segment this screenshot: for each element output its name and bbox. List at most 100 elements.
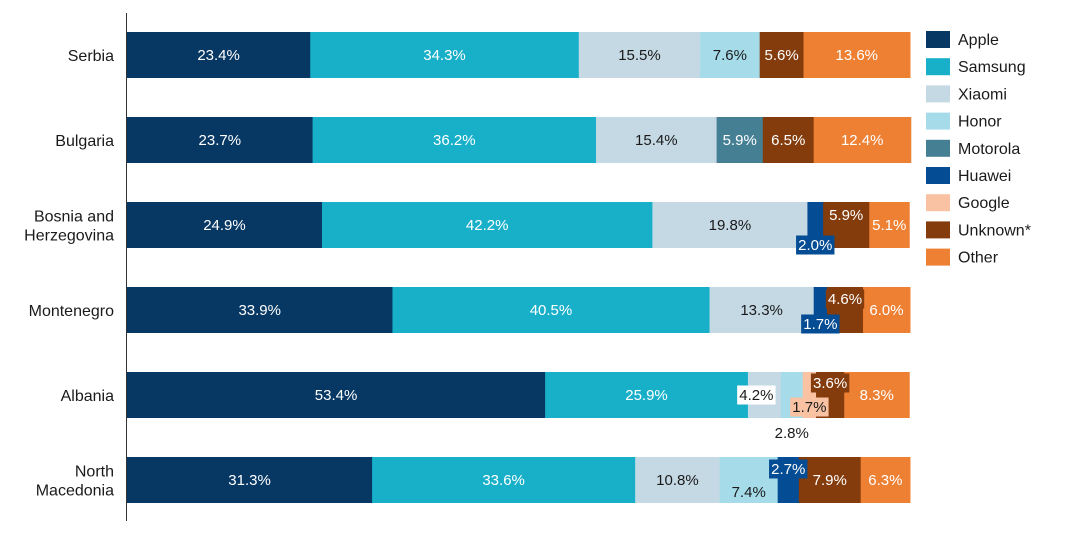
category-label-bulgaria: Bulgaria [55,133,114,150]
bar-albania-samsung [545,372,749,418]
data-label-serbia-other: 13.6% [835,47,878,64]
bar-serbia-apple [127,32,311,78]
data-label-montenegro-other: 6.0% [869,302,903,319]
legend: Apple Samsung Xiaomi Honor Motorola Huawei Goo… [926,31,1031,267]
legend-label-unknown: Unknown* [958,222,1031,239]
data-label-albania-honor: 2.8% [775,425,809,442]
data-label-bulgaria-other: 12.4% [841,132,884,149]
bar-bosnia-and-herzegovina-apple [127,202,323,248]
bar-bosnia-and-herzegovina-samsung [321,202,653,248]
data-label-bosnia-and-herzegovina-huawei: 2.0% [798,237,832,254]
data-label-montenegro-apple: 33.9% [238,302,281,319]
legend-label-samsung: Samsung [958,59,1026,76]
data-label-box-albania-google [790,397,829,417]
data-label-albania-other: 8.3% [860,387,894,404]
legend-swatch-samsung [926,58,950,76]
bar-montenegro-other [863,287,911,333]
bar-albania-apple [127,372,546,418]
data-label-serbia-xiaomi: 15.5% [618,47,661,64]
data-label-albania-xiaomi: 4.2% [739,387,773,404]
bars-layer [127,32,912,503]
data-label-bulgaria-unknown: 6.5% [771,132,805,149]
category-label-albania: Albania [61,388,114,405]
legend-swatch-xiaomi [926,85,950,103]
data-label-bosnia-and-herzegovina-xiaomi: 19.8% [709,217,752,234]
data-label-serbia-apple: 23.4% [197,47,240,64]
legend-swatch-huawei [926,167,950,184]
bar-montenegro-samsung [392,287,711,333]
bar-bulgaria-xiaomi [596,117,718,163]
data-label-bulgaria-motorola: 5.9% [723,132,757,149]
bar-bosnia-and-herzegovina-xiaomi [652,202,808,248]
data-label-bosnia-and-herzegovina-other: 5.1% [872,217,906,234]
data-label-box-north-macedonia-huawei [769,459,808,479]
data-label-montenegro-unknown: 4.6% [828,291,862,308]
data-label-serbia-honor: 7.6% [713,47,747,64]
data-label-montenegro-samsung: 40.5% [530,302,573,319]
legend-swatch-apple [926,31,950,48]
legend-swatch-other [926,248,950,266]
data-label-albania-apple: 53.4% [315,387,358,404]
data-label-bulgaria-xiaomi: 15.4% [635,132,678,149]
legend-label-honor: Honor [958,114,1002,131]
bar-montenegro-xiaomi [709,287,815,333]
legend-label-other: Other [958,250,999,267]
data-label-albania-unknown: 3.6% [813,375,847,392]
bar-albania-other [844,372,910,418]
data-label-serbia-samsung: 34.3% [423,47,466,64]
legend-label-motorola: Motorola [958,141,1020,158]
bar-bulgaria-motorola [716,117,764,163]
data-label-albania-samsung: 25.9% [625,387,668,404]
bar-bulgaria-other [813,117,912,163]
data-label-bosnia-and-herzegovina-samsung: 42.2% [466,217,509,234]
data-label-north-macedonia-apple: 31.3% [228,472,271,489]
data-label-box-albania-xiaomi [737,385,776,405]
bar-bulgaria-samsung [312,117,597,163]
data-label-serbia-unknown: 5.6% [764,47,798,64]
bar-serbia-xiaomi [578,32,701,78]
legend-swatch-honor [926,112,950,130]
legend-swatch-google [926,194,950,212]
category-label-north-macedonia: North Macedonia [36,464,114,500]
data-label-box-bosnia-and-herzegovina-huawei [796,235,835,255]
bar-north-macedonia-xiaomi [635,457,721,503]
data-label-bulgaria-samsung: 36.2% [433,132,476,149]
bar-montenegro-apple [127,287,393,333]
data-label-north-macedonia-other: 6.3% [868,472,902,489]
bar-north-macedonia-honor [719,457,779,503]
bar-bulgaria-unknown [762,117,815,163]
data-label-north-macedonia-unknown: 7.9% [813,472,847,489]
data-label-bosnia-and-herzegovina-apple: 24.9% [203,217,246,234]
legend-swatch-unknown [926,221,950,239]
data-label-north-macedonia-huawei: 2.7% [771,461,805,478]
bar-serbia-other [803,32,911,78]
data-label-bosnia-and-herzegovina-unknown: 5.9% [829,207,863,224]
data-label-montenegro-huawei: 1.7% [803,316,837,333]
legend-label-xiaomi: Xiaomi [958,86,1007,103]
bar-north-macedonia-unknown [798,457,862,503]
category-label-montenegro: Montenegro [29,303,114,320]
data-label-box-montenegro-huawei [801,314,840,334]
legend-label-google: Google [958,195,1010,212]
data-label-north-macedonia-xiaomi: 10.8% [656,472,699,489]
bar-north-macedonia-apple [127,457,373,503]
data-label-albania-google: 1.7% [792,399,826,416]
data-label-box-montenegro-unknown [825,289,865,309]
data-label-bulgaria-apple: 23.7% [199,132,242,149]
bar-serbia-unknown [759,32,805,78]
bar-serbia-samsung [310,32,580,78]
legend-label-apple: Apple [958,32,999,49]
legend-swatch-motorola [926,139,950,157]
data-label-montenegro-xiaomi: 13.3% [740,302,783,319]
category-label-serbia: Serbia [68,48,114,65]
data-labels-layer: 23.4% 34.3% 15.5% 7.6% 5.6% 13.6% 23.7% 36.2% 15… [197,47,909,501]
bar-serbia-honor [700,32,761,78]
data-label-box-bosnia-and-herzegovina-other [870,215,909,235]
bar-north-macedonia-samsung [372,457,636,503]
data-label-north-macedonia-samsung: 33.6% [482,472,525,489]
category-labels-layer: Serbia Bulgaria Bosnia and Herzegovina Monte… [24,48,114,500]
data-label-north-macedonia-honor: 7.4% [732,484,766,501]
category-label-bosnia-and-herzegovina: Bosnia and Herzegovina [24,209,114,245]
bar-bulgaria-apple [127,117,314,163]
